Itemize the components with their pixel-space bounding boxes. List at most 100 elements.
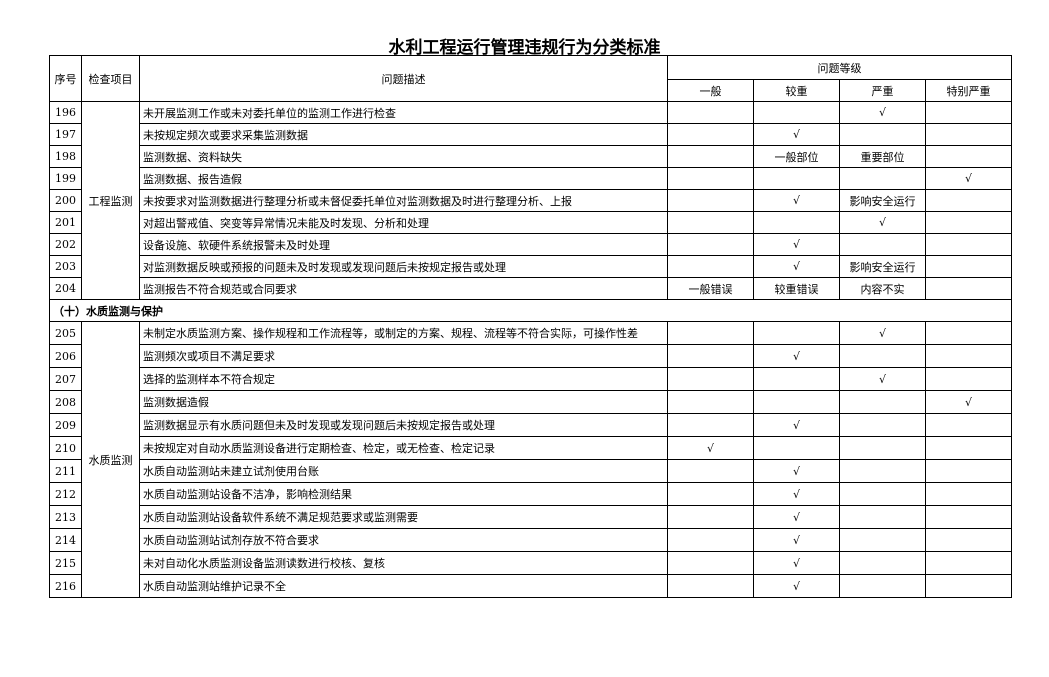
level-cell: [667, 459, 754, 483]
table-row: 196 工程监测 未开展监测工作或未对委托单位的监测工作进行检查 √: [49, 101, 1012, 300]
level-cell: √: [753, 233, 840, 256]
table-row: 197 未按规定频次或要求采集监测数据 √: [49, 123, 1012, 146]
level-cell: [839, 505, 926, 529]
level-cell: [753, 436, 840, 460]
level-cell: [925, 123, 1012, 146]
header-cell: 严重: [839, 79, 926, 102]
row-number: 205: [49, 321, 82, 345]
header-cell: 检查项目: [81, 55, 140, 102]
level-cell: 一般部位: [753, 145, 840, 168]
row-number: 209: [49, 413, 82, 437]
level-cell: [925, 528, 1012, 552]
level-cell: [753, 367, 840, 391]
table-row: 202 设备设施、软硬件系统报警未及时处理 √: [49, 233, 1012, 256]
level-cell: [667, 574, 754, 598]
level-cell: 较重错误: [753, 277, 840, 300]
table-row: 212 水质自动监测站设备不洁净，影响检测结果 √: [49, 482, 1012, 506]
row-number: 215: [49, 551, 82, 575]
level-cell: [667, 505, 754, 529]
check-item: 水质监测: [81, 321, 140, 598]
table-body: 196 工程监测 未开展监测工作或未对委托单位的监测工作进行检查 √ 197 未按规定频次…: [49, 101, 1012, 598]
level-cell: √: [753, 344, 840, 368]
row-number: 210: [49, 436, 82, 460]
table-row: 200 未按要求对监测数据进行整理分析或未督促委托单位对监测数据及时进行整理分析、…: [49, 189, 1012, 212]
level-cell: [839, 528, 926, 552]
level-cell: [925, 344, 1012, 368]
level-cell: [925, 101, 1012, 124]
header-cell: 特别严重: [925, 79, 1012, 102]
level-cell: [925, 574, 1012, 598]
level-cell: 重要部位: [839, 145, 926, 168]
level-cell: √: [839, 367, 926, 391]
description: 监测数据造假: [139, 390, 668, 414]
row-number: 212: [49, 482, 82, 506]
level-cell: √: [925, 390, 1012, 414]
level-cell: [753, 390, 840, 414]
level-cell: 影响安全运行: [839, 189, 926, 212]
level-cell: √: [753, 505, 840, 529]
level-cell: [667, 482, 754, 506]
level-cell: [667, 233, 754, 256]
level-cell: [667, 367, 754, 391]
level-cell: √: [753, 574, 840, 598]
row-number: 198: [49, 145, 82, 168]
row-number: 208: [49, 390, 82, 414]
level-cell: [839, 482, 926, 506]
level-cell: [667, 211, 754, 234]
description: 未按规定频次或要求采集监测数据: [139, 123, 668, 146]
level-cell: [667, 145, 754, 168]
level-cell: [839, 551, 926, 575]
level-cell: [667, 344, 754, 368]
level-cell: [925, 482, 1012, 506]
level-cell: √: [753, 482, 840, 506]
level-cell: [925, 551, 1012, 575]
row-number: 216: [49, 574, 82, 598]
level-cell: [925, 436, 1012, 460]
level-cell: √: [753, 189, 840, 212]
level-cell: [839, 390, 926, 414]
description: 未按规定对自动水质监测设备进行定期检查、检定，或无检查、检定记录: [139, 436, 668, 460]
table-row: 207 选择的监测样本不符合规定 √: [49, 367, 1012, 391]
level-cell: [839, 459, 926, 483]
level-cell: √: [753, 551, 840, 575]
header-cell: 较重: [753, 79, 840, 102]
level-cell: [753, 101, 840, 124]
description: 监测数据、资料缺失: [139, 145, 668, 168]
level-cell: [667, 321, 754, 345]
table-row: 198 监测数据、资料缺失 一般部位 重要部位: [49, 145, 1012, 168]
level-cell: √: [839, 321, 926, 345]
description: 设备设施、软硬件系统报警未及时处理: [139, 233, 668, 256]
description: 监测报告不符合规范或合同要求: [139, 277, 668, 300]
level-cell: √: [839, 211, 926, 234]
table-row: 208 监测数据造假 √: [49, 390, 1012, 414]
level-cell: [753, 211, 840, 234]
level-cell: [925, 145, 1012, 168]
level-cell: [667, 390, 754, 414]
row-number: 200: [49, 189, 82, 212]
table-row: 204 监测报告不符合规范或合同要求 一般错误 较重错误 内容不实: [49, 277, 1012, 300]
row-number: 201: [49, 211, 82, 234]
level-cell: [925, 211, 1012, 234]
level-cell: [925, 321, 1012, 345]
level-cell: [839, 344, 926, 368]
level-cell: [839, 167, 926, 190]
level-cell: [753, 167, 840, 190]
description: 监测频次或项目不满足要求: [139, 344, 668, 368]
level-cell: [925, 459, 1012, 483]
level-cell: [667, 101, 754, 124]
description: 监测数据、报告造假: [139, 167, 668, 190]
table-row: 213 水质自动监测站设备软件系统不满足规范要求或监测需要 √: [49, 505, 1012, 529]
row-number: 204: [49, 277, 82, 300]
row-number: 207: [49, 367, 82, 391]
description: 水质自动监测站设备不洁净，影响检测结果: [139, 482, 668, 506]
level-cell: [667, 413, 754, 437]
description: 对监测数据反映或预报的问题未及时发现或发现问题后未按规定报告或处理: [139, 255, 668, 278]
level-cell: [925, 413, 1012, 437]
description: 未开展监测工作或未对委托单位的监测工作进行检查: [139, 101, 668, 124]
level-cell: [667, 255, 754, 278]
level-cell: [753, 321, 840, 345]
header-cell: 序号: [49, 55, 82, 102]
header-cell: 一般: [667, 79, 754, 102]
level-cell: √: [667, 436, 754, 460]
